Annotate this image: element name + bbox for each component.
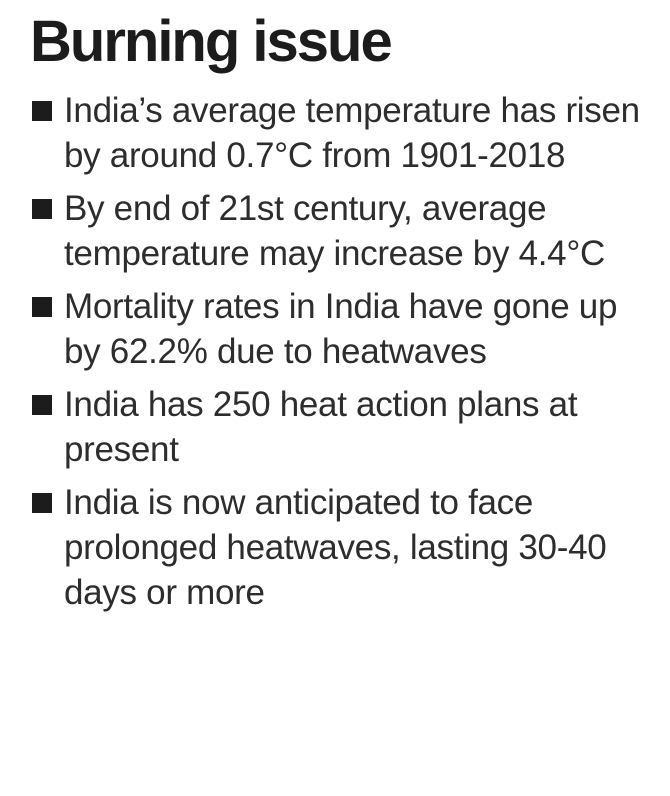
infobox-title: Burning issue xyxy=(30,9,393,74)
fact-text: By end of 21st century, average temperat… xyxy=(64,189,606,273)
fact-text: India has 250 heat action plans at prese… xyxy=(64,385,578,469)
fact-item-heat-action-plans: India has 250 heat action plans at prese… xyxy=(30,382,652,472)
fact-text: India’s average temperature has risen by… xyxy=(64,91,640,175)
square-bullet-icon xyxy=(32,395,52,415)
square-bullet-icon xyxy=(32,297,52,317)
fact-list: India’s average temperature has risen by… xyxy=(30,88,652,615)
fact-item-prolonged-heatwaves: India is now anticipated to face prolong… xyxy=(30,480,652,615)
fact-item-mortality: Mortality rates in India have gone up by… xyxy=(30,284,652,374)
square-bullet-icon xyxy=(32,493,52,513)
fact-text: Mortality rates in India have gone up by… xyxy=(64,287,618,371)
fact-text: India is now anticipated to face prolong… xyxy=(64,483,607,612)
fact-item-temperature-rise: India’s average temperature has risen by… xyxy=(30,88,652,178)
fact-item-century-projection: By end of 21st century, average temperat… xyxy=(30,186,652,276)
square-bullet-icon xyxy=(32,199,52,219)
square-bullet-icon xyxy=(32,101,52,121)
